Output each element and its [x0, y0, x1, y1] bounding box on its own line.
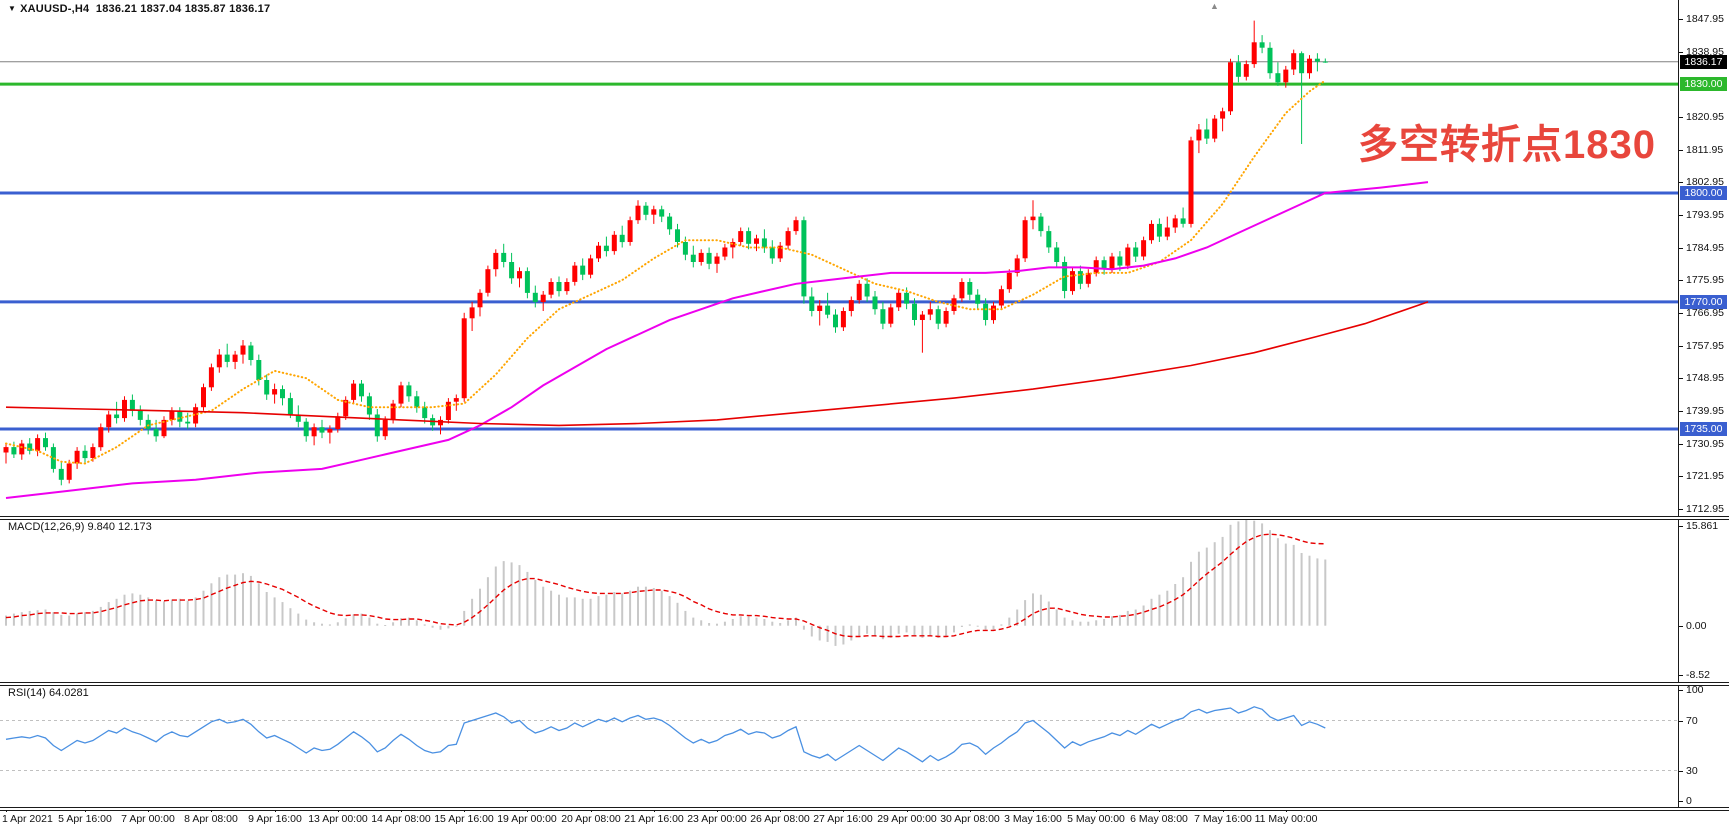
panel-splitter[interactable] [0, 807, 1729, 811]
macd-tick [1679, 626, 1683, 627]
price-tick-label: 1757.95 [1686, 340, 1724, 352]
price-level-badge: 1770.00 [1680, 295, 1727, 309]
price-annotation: 多空转折点1830 [1358, 123, 1656, 167]
time-tick-label: 7 Apr 00:00 [121, 813, 175, 825]
rsi-panel[interactable] [0, 685, 1678, 807]
rsi-tick-label: 30 [1686, 765, 1698, 777]
time-axis[interactable]: 1 Apr 2021 5 Apr 16:00 7 Apr 00:00 8 Apr 08… [0, 808, 1729, 831]
price-tick-label: 1793.95 [1686, 209, 1724, 221]
price-panel[interactable] [0, 3, 1678, 516]
price-tick-label: 1802.95 [1686, 176, 1724, 188]
price-level-badge: 1830.00 [1680, 77, 1727, 91]
price-tick [1679, 378, 1683, 379]
rsi-tick-label: 0 [1686, 795, 1692, 807]
price-tick [1679, 476, 1683, 477]
time-tick-label: 5 May 00:00 [1067, 813, 1125, 825]
price-chart-svg[interactable] [0, 3, 1678, 516]
macd-tick [1679, 675, 1683, 676]
price-tick-label: 1775.95 [1686, 274, 1724, 286]
price-tick-label: 1748.95 [1686, 372, 1724, 384]
ohlc-readout: 1836.21 1837.04 1835.87 1836.17 [95, 3, 271, 15]
macd-panel[interactable] [0, 519, 1678, 682]
price-tick [1679, 346, 1683, 347]
price-tick-label: 1721.95 [1686, 470, 1724, 482]
symbol-dropdown-icon[interactable]: ▼ [8, 4, 17, 13]
price-tick [1679, 215, 1683, 216]
price-tick-label: 1784.95 [1686, 242, 1724, 254]
price-tick-label: 1847.95 [1686, 13, 1724, 25]
price-tick [1679, 248, 1683, 249]
price-tick [1679, 19, 1683, 20]
rsi-tick [1679, 690, 1683, 691]
chart-shift-marker-icon[interactable]: ▲ [1210, 1, 1219, 11]
macd-tick-label: 15.861 [1686, 520, 1719, 532]
time-tick-label: 6 May 08:00 [1130, 813, 1188, 825]
rsi-tick [1679, 801, 1683, 802]
price-level-badge: 1735.00 [1680, 422, 1727, 436]
price-tick-label: 1712.95 [1686, 503, 1724, 515]
time-tick-label: 8 Apr 08:00 [184, 813, 238, 825]
macd-label: MACD(12,26,9) 9.840 12.173 [8, 521, 152, 533]
price-tick-label: 1730.95 [1686, 438, 1724, 450]
rsi-chart-svg[interactable] [0, 685, 1678, 807]
price-tick-label: 1811.95 [1686, 144, 1724, 156]
price-tick-label: 1766.95 [1686, 307, 1724, 319]
time-tick-label: 21 Apr 16:00 [624, 813, 684, 825]
price-tick [1679, 52, 1683, 53]
rsi-tick-label: 70 [1686, 715, 1698, 727]
time-tick-label: 19 Apr 00:00 [497, 813, 557, 825]
time-tick-label: 9 Apr 16:00 [248, 813, 302, 825]
symbol-timeframe-label: XAUUSD-,H4 [20, 3, 90, 15]
price-tick [1679, 280, 1683, 281]
time-tick-label: 3 May 16:00 [1004, 813, 1062, 825]
time-tick-label: 29 Apr 00:00 [877, 813, 937, 825]
panel-splitter[interactable] [0, 516, 1729, 520]
price-tick [1679, 411, 1683, 412]
price-tick [1679, 444, 1683, 445]
time-tick-label: 1 Apr 2021 [2, 813, 53, 825]
price-tick [1679, 150, 1683, 151]
price-tick [1679, 117, 1683, 118]
rsi-tick [1679, 771, 1683, 772]
time-tick-label: 30 Apr 08:00 [940, 813, 1000, 825]
time-tick-label: 14 Apr 08:00 [371, 813, 431, 825]
price-level-badge: 1836.17 [1680, 55, 1727, 69]
time-tick-label: 7 May 16:00 [1194, 813, 1252, 825]
price-tick [1679, 313, 1683, 314]
time-tick-label: 13 Apr 00:00 [308, 813, 368, 825]
price-tick-label: 1739.95 [1686, 405, 1724, 417]
panel-splitter[interactable] [0, 682, 1729, 686]
time-tick-label: 26 Apr 08:00 [750, 813, 810, 825]
macd-tick-label: 0.00 [1686, 620, 1707, 632]
price-level-badge: 1800.00 [1680, 186, 1727, 200]
price-tick-label: 1820.95 [1686, 111, 1724, 123]
time-tick-label: 5 Apr 16:00 [58, 813, 112, 825]
price-axis[interactable]: 1847.95 1838.95 1820.95 1811.95 1802.95 1793.… [1678, 0, 1729, 831]
price-tick [1679, 509, 1683, 510]
chart-title: ▼ XAUUSD-,H4 1836.21 1837.04 1835.87 1836… [8, 3, 270, 15]
price-tick [1679, 182, 1683, 183]
macd-tick-label: -8.52 [1686, 669, 1710, 681]
macd-chart-svg[interactable] [0, 519, 1678, 682]
time-tick-label: 20 Apr 08:00 [561, 813, 621, 825]
time-tick-label: 23 Apr 00:00 [687, 813, 747, 825]
rsi-tick [1679, 721, 1683, 722]
macd-tick [1679, 526, 1683, 527]
rsi-label: RSI(14) 64.0281 [8, 687, 89, 699]
time-tick-label: 27 Apr 16:00 [813, 813, 873, 825]
time-tick-label: 11 May 00:00 [1254, 813, 1318, 825]
rsi-tick-label: 100 [1686, 684, 1704, 696]
time-tick-label: 15 Apr 16:00 [434, 813, 494, 825]
